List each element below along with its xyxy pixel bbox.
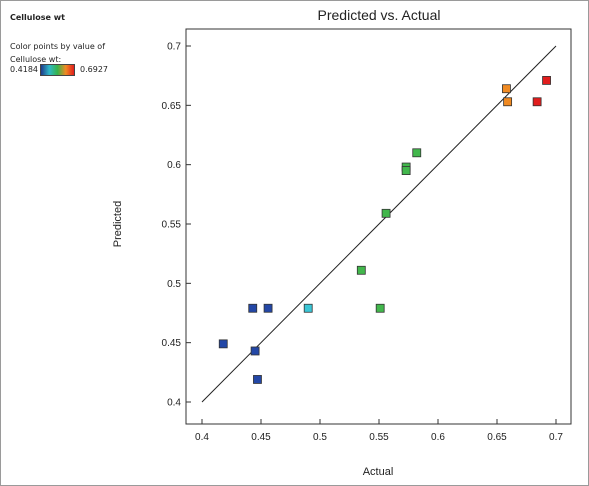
- y-axis-label: Predicted: [112, 201, 124, 247]
- reference-diagonal-line: [201, 45, 557, 403]
- y-tick-label: 0.5: [167, 279, 181, 290]
- data-point: [250, 346, 260, 356]
- y-tick-label: 0.4: [167, 398, 181, 409]
- y-tick-label: 0.65: [162, 101, 182, 112]
- x-tick-label: 0.5: [313, 432, 327, 443]
- data-point: [542, 76, 551, 85]
- x-tick-label: 0.6: [431, 432, 445, 443]
- chart-title: Predicted vs. Actual: [318, 7, 441, 23]
- data-point: [218, 339, 228, 349]
- data-point: [381, 208, 391, 218]
- x-axis-ticks: 0.4 0.45 0.5 0.55 0.6 0.65 0.7: [195, 419, 563, 443]
- legend-title: Cellulose wt: [10, 13, 65, 22]
- x-axis-label: Actual: [363, 466, 394, 478]
- data-point: [248, 303, 258, 313]
- data-points: [218, 76, 551, 384]
- data-point: [263, 303, 273, 313]
- x-tick-label: 0.7: [549, 432, 563, 443]
- data-point: [401, 166, 411, 176]
- y-tick-label: 0.45: [162, 338, 182, 349]
- x-tick-label: 0.45: [251, 432, 271, 443]
- data-point: [303, 303, 313, 313]
- plot-area: [185, 28, 572, 425]
- data-point: [356, 265, 366, 275]
- x-tick-label: 0.65: [487, 432, 507, 443]
- y-tick-label: 0.7: [167, 42, 181, 53]
- y-tick-label: 0.55: [162, 220, 182, 231]
- data-point: [375, 303, 385, 313]
- color-gradient-bar: [40, 64, 75, 76]
- legend-min-label: 0.4184: [10, 65, 38, 74]
- data-point: [253, 375, 262, 384]
- y-axis-ticks: 0.4 0.45 0.5 0.55 0.6 0.65 0.7: [162, 42, 191, 409]
- legend-description: Color points by value of Cellulose wt:: [10, 42, 106, 64]
- y-tick-label: 0.6: [167, 160, 181, 171]
- x-tick-label: 0.55: [369, 432, 389, 443]
- x-tick-label: 0.4: [195, 432, 209, 443]
- data-point: [412, 148, 422, 158]
- data-point: [502, 84, 511, 94]
- data-point: [532, 97, 542, 107]
- data-point: [503, 97, 513, 107]
- legend-max-label: 0.6927: [80, 65, 108, 74]
